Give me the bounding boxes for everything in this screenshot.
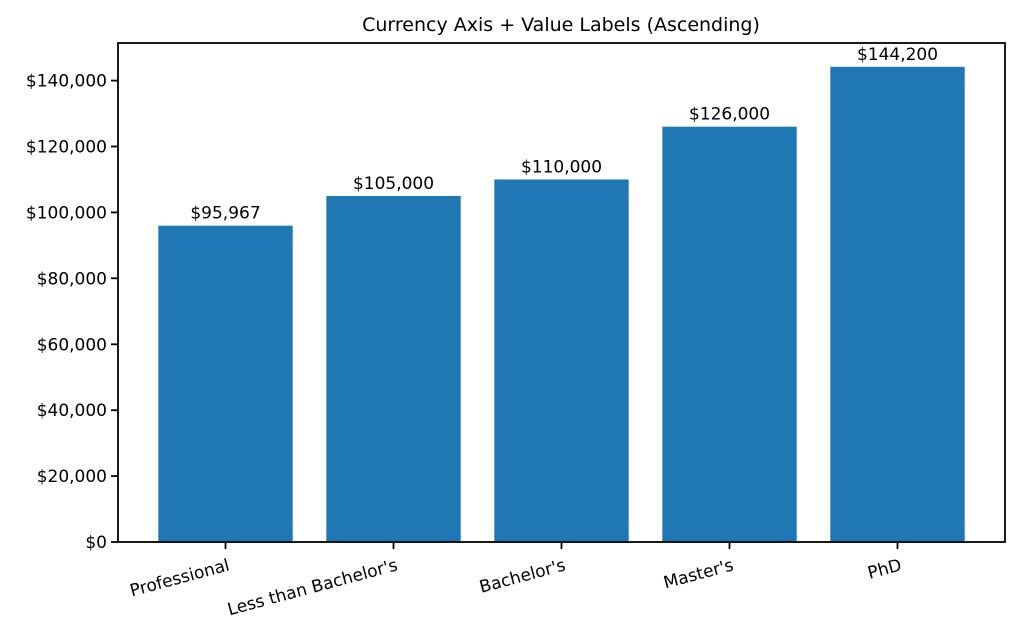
bar (494, 179, 629, 542)
y-tick-label: $100,000 (26, 203, 107, 223)
y-tick-label: $120,000 (26, 138, 107, 158)
plot-area: $95,967 Professional $105,000 Less than Bac… (26, 42, 1006, 620)
bar-value-label: $95,967 (190, 204, 260, 224)
x-tick-label: Professional (128, 556, 232, 602)
y-tick-label: $80,000 (37, 269, 107, 289)
bar-value-label: $144,200 (857, 45, 938, 65)
y-tick-label: $40,000 (37, 401, 107, 421)
bar-value-label: $105,000 (353, 174, 434, 194)
x-tick-label: Bachelor's (477, 555, 568, 597)
bar (830, 66, 965, 543)
plot-frame (117, 42, 1006, 543)
chart-title: Currency Axis + Value Labels (Ascending) (362, 14, 760, 36)
y-tick-label: $60,000 (37, 335, 107, 355)
bar-value-label: $126,000 (689, 105, 770, 125)
x-tick-label: Master's (661, 555, 735, 593)
y-tick-label: $0 (85, 533, 107, 553)
bar (662, 126, 797, 542)
bar-value-label: $110,000 (521, 158, 602, 178)
y-tick-label: $140,000 (26, 72, 107, 92)
x-tick-label: PhD (866, 556, 904, 584)
x-tick-label: Less than Bachelor's (225, 555, 399, 620)
y-tick-label: $20,000 (37, 467, 107, 487)
bar (158, 225, 293, 542)
bar (326, 196, 461, 542)
